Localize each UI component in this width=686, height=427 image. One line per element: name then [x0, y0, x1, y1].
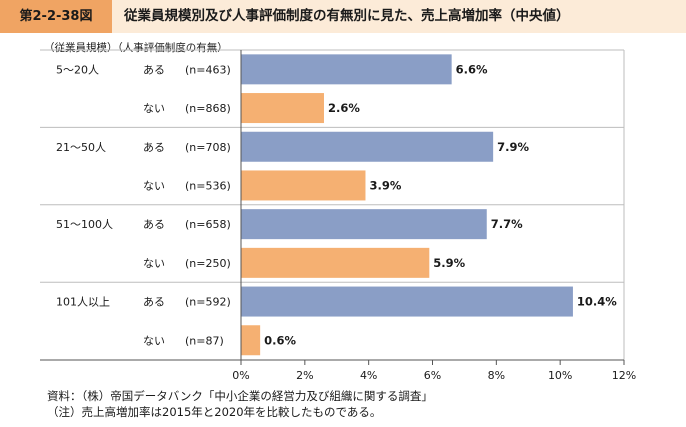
sample-size-label: (n=868) — [185, 102, 231, 115]
data-label: 7.9% — [497, 140, 529, 154]
source-note: 資料：（株）帝国データバンク「中小企業の経営力及び組織に関する調査」 — [47, 389, 433, 403]
figure-number: 第2-2-38図 — [0, 0, 112, 33]
column-headers: （従業員規模）（人事評価制度の有無） — [44, 42, 228, 54]
sample-size-label: (n=658) — [185, 218, 231, 231]
category-label: ある — [143, 63, 165, 76]
category-label: ない — [143, 102, 165, 115]
x-tick-label: 10% — [548, 369, 572, 382]
group-label: 21〜50人 — [56, 141, 106, 154]
category-label: ある — [143, 141, 165, 154]
figure-header: 第2-2-38図 従業員規模別及び人事評価制度の有無別に見た、売上高増加率（中央… — [0, 0, 686, 33]
data-label: 6.6% — [456, 62, 488, 76]
category-label: ない — [143, 334, 165, 347]
sample-size-label: (n=592) — [185, 296, 231, 309]
bar — [241, 286, 573, 317]
bar — [241, 325, 261, 356]
x-tick-label: 6% — [424, 369, 441, 382]
sample-size-label: (n=87) — [185, 334, 224, 347]
x-tick-label: 0% — [232, 369, 249, 382]
data-label: 7.7% — [491, 217, 523, 231]
bar — [241, 131, 494, 162]
group-label: 51〜100人 — [56, 218, 113, 231]
sample-size-label: (n=250) — [185, 257, 231, 270]
sample-size-label: (n=463) — [185, 63, 231, 76]
bar — [241, 93, 324, 124]
group-label: 101人以上 — [56, 296, 110, 309]
bar — [241, 209, 487, 240]
x-tick-label: 2% — [296, 369, 313, 382]
data-label: 2.6% — [328, 101, 360, 115]
footnote: （注）売上高増加率は2015年と2020年を比較したものである。 — [47, 405, 382, 419]
figure-footer: 資料：（株）帝国データバンク「中小企業の経営力及び組織に関する調査」 （注）売上… — [47, 388, 433, 420]
category-label: ある — [143, 296, 165, 309]
category-label: ない — [143, 257, 165, 270]
data-label: 0.6% — [264, 333, 296, 347]
x-tick-label: 12% — [612, 369, 636, 382]
group-label: 5〜20人 — [56, 63, 99, 76]
x-tick-label: 8% — [488, 369, 505, 382]
sample-size-label: (n=708) — [185, 141, 231, 154]
bar — [241, 247, 430, 278]
x-tick-label: 4% — [360, 369, 377, 382]
data-label: 10.4% — [577, 295, 617, 309]
bar — [241, 54, 452, 85]
sample-size-label: (n=536) — [185, 179, 231, 192]
category-label: ある — [143, 218, 165, 231]
category-label: ない — [143, 179, 165, 192]
data-label: 5.9% — [433, 256, 465, 270]
data-label: 3.9% — [369, 178, 401, 192]
figure-title: 従業員規模別及び人事評価制度の有無別に見た、売上高増加率（中央値） — [124, 8, 570, 24]
bar — [241, 170, 366, 201]
